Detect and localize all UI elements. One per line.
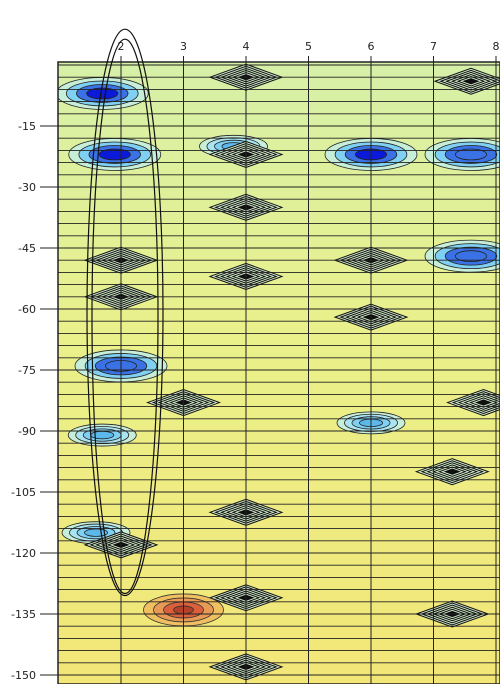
- x-tick-label: 7: [430, 40, 437, 53]
- highlight-ellipse-outer: [86, 28, 164, 597]
- diamond-12: [208, 140, 284, 168]
- x-tick-label: 6: [368, 40, 375, 53]
- x-tick-label: 4: [243, 40, 250, 53]
- highlight-ellipse-inner: [91, 38, 159, 595]
- y-tick-label: -60: [18, 303, 36, 316]
- y-tick-label: -45: [18, 242, 36, 255]
- blue-blob-1: [68, 138, 162, 171]
- diamond-11: [433, 67, 500, 95]
- y-axis-ticks: -15 -30 -45 -60 -75 -90 -105 -120 -135 -150: [11, 120, 58, 682]
- highlight-ellipse: [86, 28, 164, 597]
- x-tick-label: 2: [118, 40, 125, 53]
- y-tick-label: -75: [18, 364, 36, 377]
- y-tick-label: -150: [11, 669, 36, 682]
- x-tick-label: 5: [305, 40, 312, 53]
- y-tick-label: -135: [11, 608, 36, 621]
- diamond-20: [446, 389, 500, 417]
- x-tick-label: 8: [493, 40, 500, 53]
- y-tick-label: -105: [11, 486, 36, 499]
- y-tick-label: -15: [18, 120, 36, 133]
- x-tick-label: 3: [180, 40, 187, 53]
- x-axis-ticks: 2 3 4 5 6 7 8: [118, 40, 500, 62]
- plot-frame: [57, 61, 500, 684]
- grid: [58, 62, 500, 684]
- y-tick-label: -30: [18, 181, 36, 194]
- y-tick-label: -90: [18, 425, 36, 438]
- diamond-21: [414, 458, 490, 486]
- y-tick-label: -120: [11, 547, 36, 560]
